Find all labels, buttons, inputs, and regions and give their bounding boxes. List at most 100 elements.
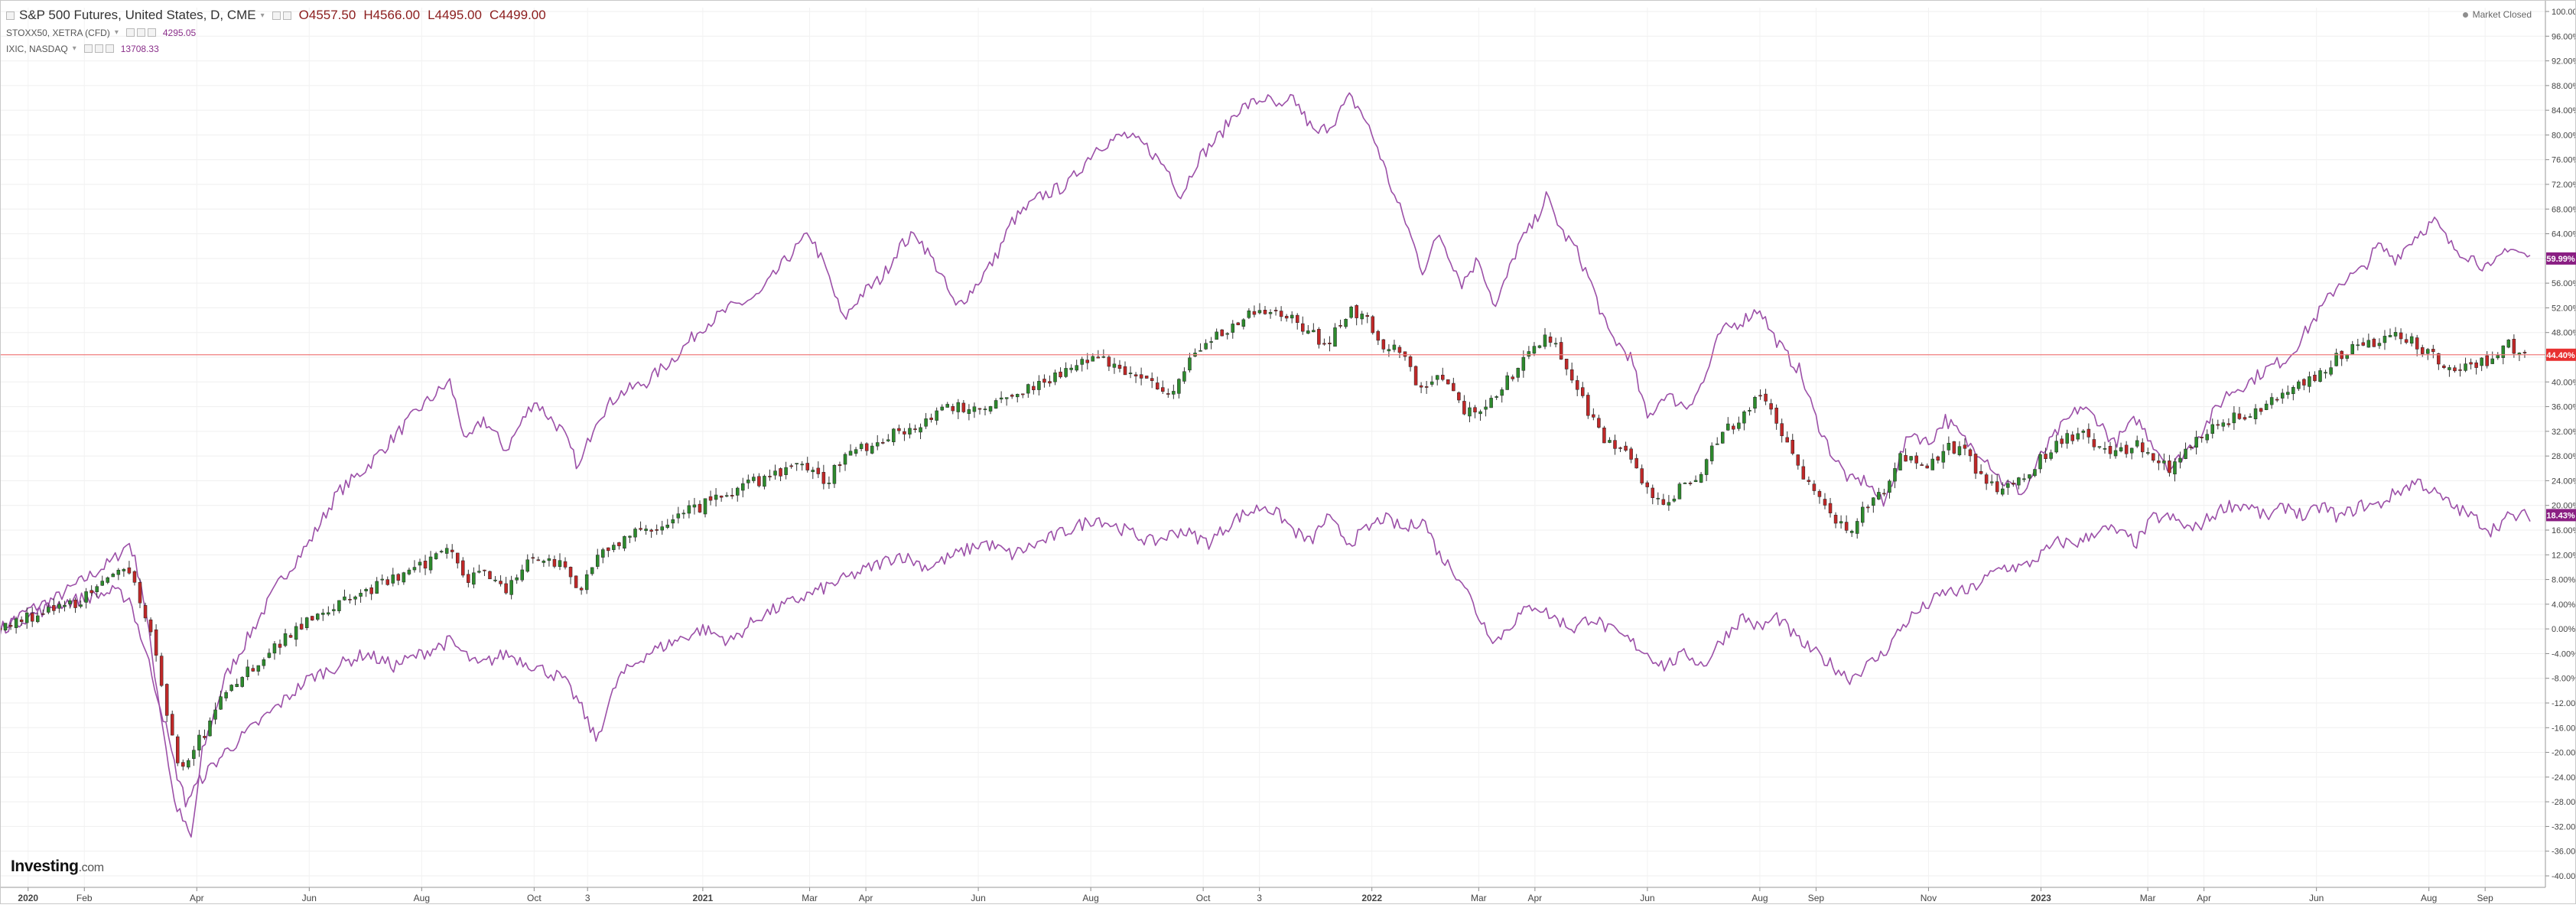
candle-body (1188, 357, 1192, 371)
dropdown-caret-icon[interactable]: ▾ (114, 28, 119, 37)
candle-body (1844, 522, 1849, 531)
y-tick-label: -28.00% (2552, 798, 2576, 807)
candle-body (2334, 353, 2338, 366)
settings-square-icon[interactable] (136, 28, 145, 37)
price-badges-layer: 59.99% 44.40% 18.43% (2546, 252, 2576, 522)
settings-square-icon[interactable] (94, 44, 103, 53)
candle-body (148, 619, 153, 633)
dropdown-caret-icon[interactable]: ▾ (260, 11, 265, 20)
price-badge-label: 59.99% (2546, 255, 2575, 264)
candle-body (2221, 422, 2226, 427)
x-tick-label: 2023 (2031, 893, 2051, 903)
visibility-square-icon[interactable] (83, 44, 93, 53)
settings-square-icon[interactable] (272, 11, 281, 20)
candle-body (1231, 324, 1235, 333)
candle-body (1984, 474, 1989, 484)
legend-overlay-row[interactable]: STOXX50, XETRA (CFD) ▾ 4295.05 (6, 24, 554, 41)
candle-body (2280, 392, 2285, 399)
market-status: Market Closed (2462, 9, 2532, 20)
candle-body (972, 406, 977, 412)
candle-body (752, 477, 756, 481)
candle-body (1080, 359, 1084, 365)
candle-body (1123, 366, 1127, 376)
candle-body (1053, 373, 1057, 382)
dropdown-caret-icon[interactable]: ▾ (72, 44, 76, 53)
candle-body (2253, 408, 2258, 419)
y-tick-label: 24.00% (2552, 477, 2576, 486)
candle-body (73, 599, 77, 608)
legend-main-symbol[interactable]: S&P 500 Futures, United States, D, CME (19, 8, 256, 22)
candle-body (768, 476, 772, 477)
candle-body (1075, 365, 1078, 371)
candle-body (784, 467, 788, 475)
candle-body (805, 463, 809, 470)
candle-body (590, 567, 594, 574)
candle-body (1645, 482, 1649, 487)
candle-body (418, 561, 422, 566)
candle-body (1215, 331, 1218, 340)
candle-body (176, 736, 180, 763)
x-tick-label: Oct (1196, 893, 1211, 903)
legend-overlay-label[interactable]: STOXX50, XETRA (CFD) (6, 27, 110, 38)
candle-body (913, 428, 917, 430)
candle-body (1059, 371, 1062, 378)
candle-body (994, 400, 998, 409)
legend-low: L4495.00 (428, 8, 482, 22)
candle-body (2124, 444, 2129, 454)
candle-body (1182, 371, 1186, 382)
candle-body (1511, 376, 1515, 379)
candle-body (859, 444, 864, 449)
candle-body (2162, 461, 2166, 464)
candle-body (892, 428, 896, 442)
candle-body (2404, 339, 2408, 343)
candle-body (164, 684, 169, 716)
candle-body (1877, 492, 1881, 500)
collapse-toggle-icon[interactable] (6, 11, 15, 20)
candle-body (1914, 455, 1918, 464)
candle-body (1435, 375, 1439, 380)
legend-overlay-row[interactable]: IXIC, NASDAQ ▾ 13708.33 (6, 41, 554, 57)
candle-body (655, 529, 659, 531)
x-tick-label: Mar (2140, 893, 2156, 903)
candle-body (288, 635, 293, 638)
legend-overlay-label[interactable]: IXIC, NASDAQ (6, 43, 68, 54)
candle-body (1306, 330, 1310, 334)
candle-body (2501, 345, 2506, 358)
candle-body (1989, 481, 1994, 483)
y-tick-label: 40.00% (2552, 378, 2576, 387)
candle-body (2318, 370, 2322, 382)
candle-body (143, 605, 148, 619)
close-square-icon[interactable] (282, 11, 291, 20)
legend-main-row[interactable]: S&P 500 Futures, United States, D, CME ▾… (6, 6, 554, 24)
y-tick-label: -36.00% (2552, 848, 2576, 857)
candle-body (294, 626, 298, 640)
candle-body (1247, 310, 1251, 318)
candle-body (1516, 367, 1521, 378)
candle-body (1586, 395, 1590, 416)
candle-body (359, 593, 363, 597)
candle-body (1290, 314, 1294, 319)
candle-body (111, 574, 115, 578)
candle-body (240, 677, 244, 687)
candle-body (1112, 363, 1117, 368)
candle-body (2302, 379, 2306, 386)
visibility-square-icon[interactable] (125, 28, 135, 37)
candle-body (213, 709, 217, 720)
candle-body (2313, 374, 2317, 382)
candle-body (1651, 487, 1655, 498)
candle-body (1295, 314, 1299, 323)
x-tick-label: 3 (1257, 893, 1262, 903)
candle-body (1618, 447, 1622, 449)
close-square-icon[interactable] (147, 28, 156, 37)
candle-body (310, 616, 314, 621)
candle-body (908, 428, 912, 434)
candle-body (84, 591, 88, 603)
chart-grid (0, 8, 2545, 887)
candle-body (525, 559, 530, 572)
y-tick-label: 12.00% (2552, 551, 2576, 560)
candle-body (2022, 478, 2026, 480)
close-square-icon[interactable] (105, 44, 114, 53)
candle-body (2028, 474, 2031, 479)
